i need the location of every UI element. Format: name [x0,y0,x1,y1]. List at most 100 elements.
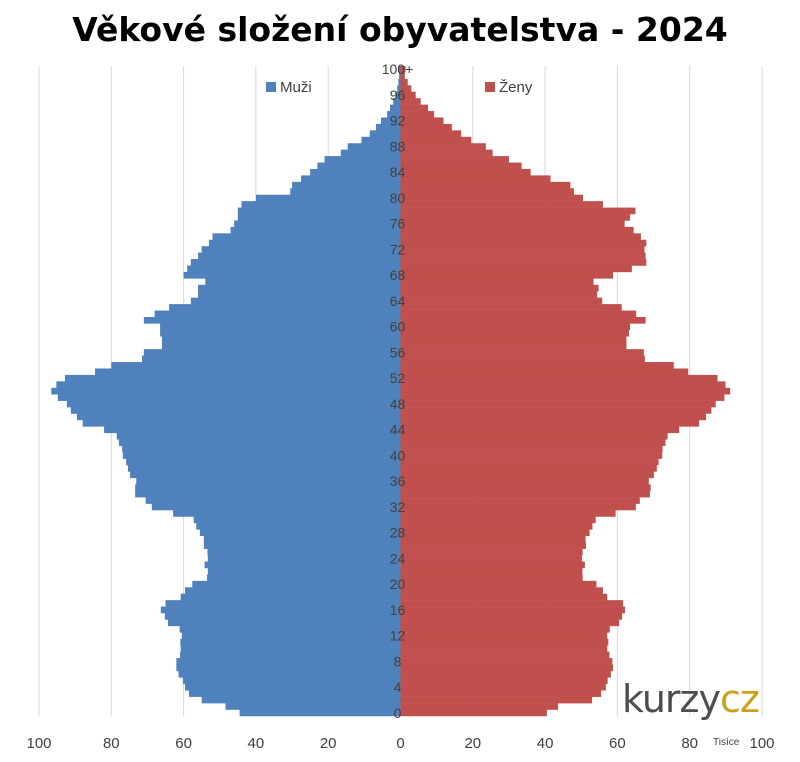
men-bar-age-0 [239,709,401,717]
women-bar-age-40 [400,452,663,459]
age-tick-label: 4 [394,679,402,695]
women-bar-age-18 [400,593,608,601]
women-bar-age-24 [400,555,582,562]
women-bar-age-33 [400,497,640,504]
legend-women-label: Ženy [499,79,533,96]
women-bar-age-72 [400,246,645,253]
women-bar-age-50 [400,387,731,395]
men-bar-age-92 [380,117,401,125]
men-bar-age-46 [76,413,401,421]
men-bar-age-17 [165,600,401,607]
men-bar-age-89 [361,136,401,144]
men-bar-age-19 [185,587,401,594]
women-bar-age-85 [400,162,522,170]
men-bar-age-75 [230,226,401,234]
women-bar-age-45 [400,419,700,427]
men-bar-age-98 [398,78,401,86]
women-bar-age-55 [400,355,645,363]
men-bar-age-94 [390,104,401,112]
women-bar-age-11 [400,638,609,646]
men-bar-age-97 [397,85,401,92]
men-bar-age-35 [135,484,401,492]
women-bar-age-76 [400,220,625,228]
women-bar-age-36 [400,477,649,485]
age-tick-label: 76 [390,216,406,232]
men-bars [51,66,401,717]
men-bar-age-63 [169,304,401,311]
women-bar-age-57 [400,342,627,350]
women-bar-age-92 [400,117,444,125]
men-bar-age-5 [182,677,401,685]
women-bar-age-34 [400,490,650,498]
value-tick-label: 0 [396,735,404,752]
men-bar-age-99 [399,72,401,80]
women-bar-age-53 [400,368,689,376]
men-bar-age-52 [65,374,401,382]
men-bar-age-62 [154,310,401,318]
men-bar-age-18 [180,593,401,601]
women-bar-age-75 [400,226,634,234]
age-tick-label: 24 [390,550,406,566]
women-bar-age-88 [400,143,486,150]
men-bar-age-60 [160,323,401,331]
women-bar-age-7 [400,664,614,672]
women-bar-age-0 [400,709,547,717]
men-bar-age-8 [176,658,401,665]
women-bar-age-48 [400,400,716,408]
women-bar-age-32 [400,503,636,511]
women-bar-age-16 [400,606,625,614]
women-bar-age-64 [400,297,603,305]
age-tick-label: 52 [390,370,406,386]
women-bar-age-86 [400,156,509,163]
men-bar-age-64 [190,297,401,305]
men-bar-age-53 [95,368,401,376]
men-bar-age-22 [207,567,401,575]
women-bar-age-81 [400,188,575,195]
men-bar-age-28 [199,529,401,537]
value-tick-label: 40 [537,735,554,752]
men-bar-age-58 [161,336,401,343]
women-bar-age-79 [400,201,603,208]
men-bar-age-49 [57,394,401,401]
men-bar-age-82 [292,181,401,189]
men-bar-age-6 [178,670,401,678]
women-bar-age-71 [400,252,646,260]
women-bar-age-17 [400,600,624,607]
men-bar-age-26 [203,542,401,549]
women-bar-age-5 [400,677,608,685]
women-bar-age-82 [400,181,571,189]
men-bar-age-4 [185,683,401,691]
women-bar-age-13 [400,625,610,633]
age-tick-label: 56 [390,344,406,360]
value-tick-label: 80 [681,735,698,752]
legend-men-swatch [266,82,276,92]
men-bar-age-14 [168,619,401,627]
men-bar-age-87 [340,149,401,157]
men-bar-age-2 [201,696,401,704]
men-bar-age-10 [180,645,401,652]
age-tick-label: 84 [390,164,406,180]
age-tick-label: 20 [390,576,406,592]
men-bar-age-30 [193,516,401,524]
age-tick-label: 48 [390,396,406,412]
women-bars [400,66,731,717]
women-bar-age-44 [400,426,680,434]
men-bar-age-51 [56,381,401,389]
men-bar-age-34 [135,490,401,498]
men-bar-age-88 [347,143,401,150]
women-bar-age-59 [400,329,629,337]
men-bar-age-1 [225,703,401,710]
women-bar-age-1 [400,703,559,710]
men-bar-age-56 [143,349,401,356]
age-tick-label: 68 [390,267,406,283]
value-tick-label: 60 [175,735,192,752]
men-bar-age-3 [189,690,401,697]
women-bar-age-56 [400,349,644,356]
unit-label: Tisíce [713,737,740,748]
value-tick-label: 20 [464,735,481,752]
age-tick-label: 60 [390,319,406,335]
women-bar-age-96 [400,91,416,99]
men-bar-age-78 [237,207,401,215]
women-bar-age-8 [400,658,613,665]
